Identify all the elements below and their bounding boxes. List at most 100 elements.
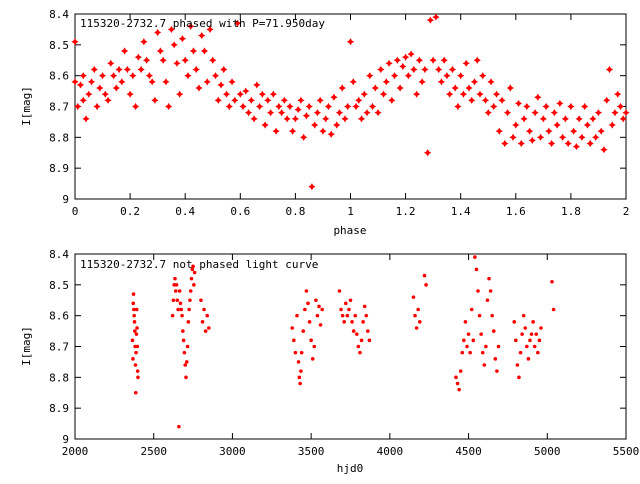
x-tick-label: 2500 xyxy=(140,445,167,458)
data-point xyxy=(346,38,355,46)
data-point xyxy=(477,313,482,318)
y-tick-label: 8.6 xyxy=(49,70,69,83)
data-point xyxy=(118,78,126,86)
data-point xyxy=(353,313,358,318)
data-point xyxy=(517,139,525,148)
data-point xyxy=(190,267,195,272)
data-point xyxy=(307,320,312,324)
data-point xyxy=(302,112,311,120)
data-point xyxy=(318,323,323,327)
data-point xyxy=(267,109,275,117)
data-point xyxy=(126,90,134,98)
data-point xyxy=(299,369,303,373)
data-point xyxy=(358,350,362,355)
data-point xyxy=(492,90,501,98)
data-point xyxy=(184,375,188,380)
data-point xyxy=(76,81,85,89)
data-point xyxy=(264,96,272,104)
data-point xyxy=(417,320,422,324)
data-point xyxy=(561,115,569,123)
data-point xyxy=(132,313,136,318)
data-point xyxy=(297,96,305,104)
data-point xyxy=(368,102,377,111)
data-point xyxy=(422,273,427,278)
data-point xyxy=(130,338,135,343)
data-point xyxy=(366,72,374,80)
data-point xyxy=(308,183,316,191)
data-point xyxy=(176,307,180,312)
data-point xyxy=(112,84,120,92)
data-point xyxy=(514,338,518,343)
data-point xyxy=(186,320,191,324)
y-tick-label: 8.8 xyxy=(49,131,69,144)
data-point xyxy=(350,320,354,324)
data-point xyxy=(616,102,625,111)
data-point xyxy=(222,90,231,98)
data-point xyxy=(322,115,330,123)
data-point xyxy=(107,59,115,67)
data-point xyxy=(413,313,417,318)
data-point xyxy=(575,115,583,123)
data-point xyxy=(539,326,543,330)
data-point xyxy=(177,289,182,293)
data-point xyxy=(583,121,592,129)
data-point xyxy=(295,313,299,318)
data-point xyxy=(396,84,404,92)
data-point xyxy=(286,102,294,111)
y-axis: 8.4 8.5 8.6 8.7 8.8 8.9 9 xyxy=(49,8,626,206)
data-points xyxy=(71,13,630,191)
data-point xyxy=(485,298,490,303)
data-point xyxy=(134,53,142,61)
data-point xyxy=(457,72,465,80)
data-point xyxy=(310,357,315,361)
x-tick-label: 3500 xyxy=(298,445,325,458)
data-point xyxy=(159,56,167,64)
data-point xyxy=(342,320,347,324)
data-point xyxy=(283,115,291,123)
data-point xyxy=(278,109,286,117)
data-point xyxy=(145,72,153,80)
x-tick-label: 1 xyxy=(347,205,354,218)
data-point xyxy=(320,307,324,312)
data-point xyxy=(98,72,107,80)
data-point xyxy=(459,90,468,98)
data-point xyxy=(619,115,627,123)
x-axis-label: phase xyxy=(333,224,366,237)
data-point xyxy=(297,375,302,380)
data-point xyxy=(448,65,457,74)
data-point xyxy=(299,350,304,355)
data-point xyxy=(339,307,343,312)
x-tick-label: 1.4 xyxy=(451,205,471,218)
data-point xyxy=(553,121,561,129)
data-point xyxy=(209,56,217,64)
x-tick-label: 4000 xyxy=(377,445,404,458)
data-point xyxy=(132,307,136,312)
data-point xyxy=(414,326,419,330)
data-point xyxy=(317,304,321,309)
data-point xyxy=(135,344,140,349)
data-point xyxy=(388,96,396,104)
data-point xyxy=(490,102,498,111)
data-point xyxy=(523,102,531,111)
data-point xyxy=(314,298,318,303)
data-point xyxy=(362,304,367,309)
data-point xyxy=(465,84,473,92)
data-point xyxy=(338,84,346,92)
data-point xyxy=(202,307,206,312)
data-point xyxy=(309,338,313,343)
data-point xyxy=(455,381,460,386)
data-point xyxy=(79,96,87,104)
data-point xyxy=(225,102,233,111)
data-point xyxy=(525,127,534,135)
data-point xyxy=(471,338,476,343)
data-point xyxy=(360,90,368,98)
data-point xyxy=(136,375,140,380)
data-point xyxy=(594,109,603,117)
x-tick-label: 1.2 xyxy=(396,205,416,218)
data-point xyxy=(550,279,554,284)
data-point xyxy=(531,109,539,117)
data-point xyxy=(520,332,524,336)
data-point xyxy=(101,90,109,98)
data-point xyxy=(600,146,608,154)
